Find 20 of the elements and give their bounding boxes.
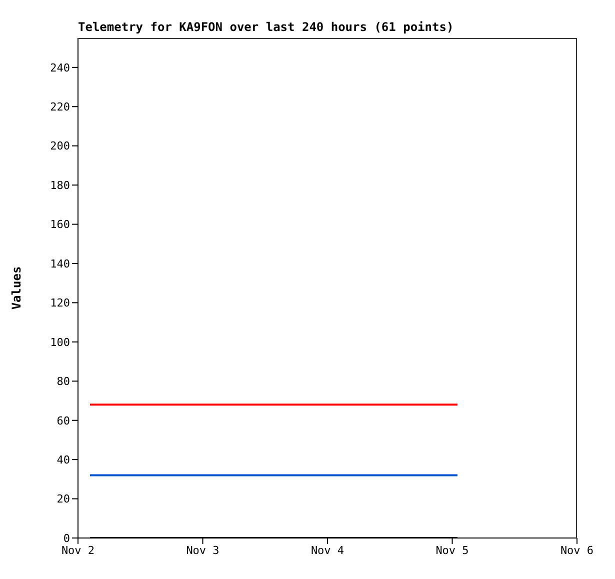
x-tick-label: Nov 4: [310, 544, 344, 557]
y-tick-label: 80: [56, 375, 70, 388]
x-tick-label: Nov 2: [61, 544, 95, 557]
x-tick-label: Nov 6: [560, 544, 594, 557]
y-tick-label: 120: [50, 296, 70, 310]
y-tick-label: 40: [56, 453, 70, 466]
y-axis-title: Values: [9, 266, 24, 310]
y-tick-label: 100: [50, 336, 70, 349]
chart-title: Telemetry for KA9FON over last 240 hours (61 points): [78, 20, 454, 34]
y-tick-label: 60: [56, 414, 70, 428]
y-tick-label: 160: [50, 218, 70, 232]
y-tick-label: 200: [50, 140, 70, 153]
x-tick-label: Nov 3: [186, 544, 220, 557]
y-tick-label: 220: [50, 100, 70, 114]
y-tick-label: 20: [56, 492, 70, 506]
y-tick-label: 180: [50, 178, 70, 192]
y-tick-label: 240: [50, 61, 70, 74]
y-tick-label: 140: [50, 257, 70, 270]
y-tick-label: 0: [63, 532, 70, 545]
x-tick-label: Nov 5: [436, 544, 469, 557]
